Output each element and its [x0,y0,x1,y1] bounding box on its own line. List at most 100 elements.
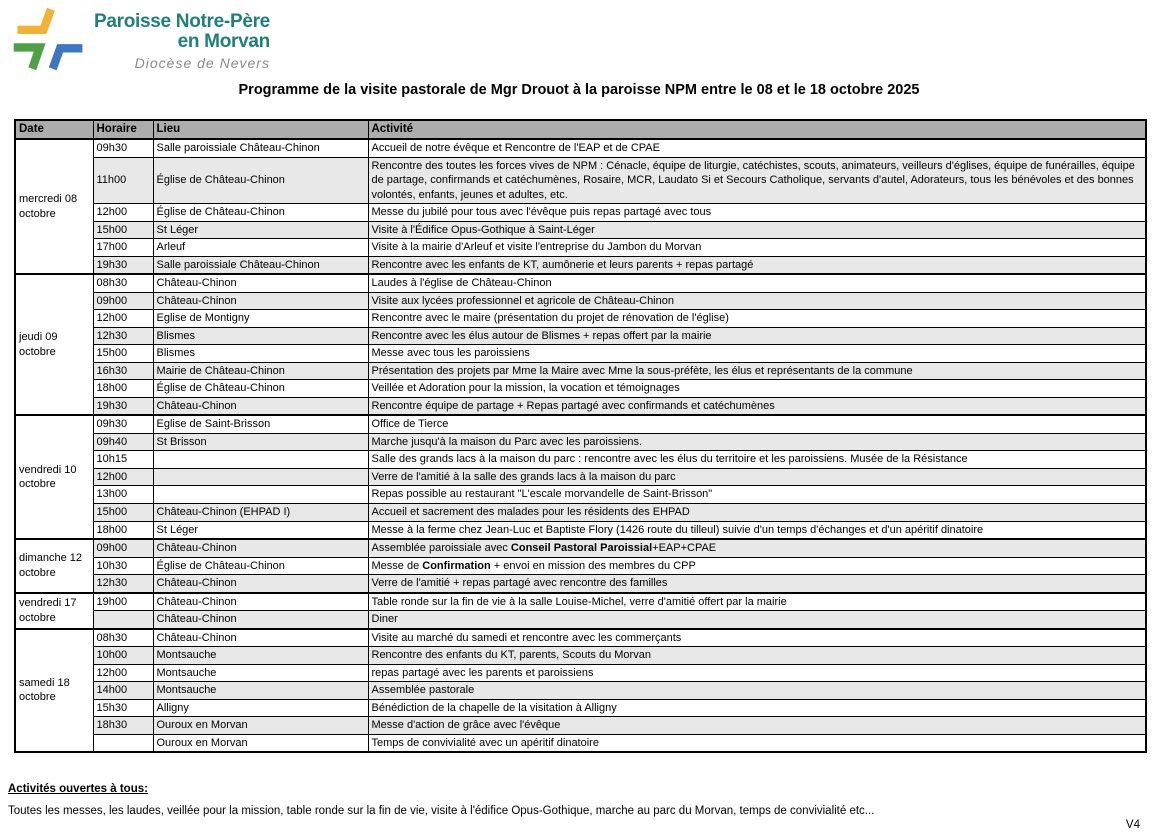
schedule-row: mercredi 08 octobre 09h30 Salle paroissial… [14,138,1147,275]
activity-cell: Rencontre équipe de partage + Repas part… [367,396,1147,416]
date-cell: jeudi 09 octobre [14,273,94,416]
schedule-row: 18h00 Église de Château-Chinon Veillée et … [15,379,1147,398]
page-title: Programme de la visite pastorale de Mgr … [238,82,920,98]
schedule-row: 18h30 Ouroux en Morvan Messe d'action de g… [15,716,1147,735]
schedule-row: 19h30 Château-Chinon Rencontre équipe de p… [15,396,1147,416]
footer-notes: Activités ouvertes à tous: Toutes les me… [8,783,874,817]
schedule-row: vendredi 10 octobre 09h30 Eglise de Saint-… [14,414,1147,540]
column-header-lieu: Lieu [152,119,369,141]
activity-cell: Temps de convivialité avec un apéritif d… [367,733,1147,753]
place-cell: Château-Chinon [152,574,369,594]
time-cell: 12h00 [92,203,154,222]
activity-cell: Accueil et sacrement des malades pour le… [367,503,1147,522]
time-cell: 19h30 [92,255,154,275]
place-cell: Montsauche [152,646,369,665]
activity-cell: Messe de Confirmation + envoi en mission… [367,556,1147,576]
place-cell: Ouroux en Morvan [152,716,369,735]
column-header-date: Date [14,119,94,141]
activity-cell: Messe à la ferme chez Jean-Luc et Baptis… [367,520,1147,540]
schedule-row: 12h00 Montsauche repas partagé avec les pa… [15,663,1147,683]
place-cell: Montsauche [152,681,369,700]
time-cell: 15h30 [92,698,154,718]
schedule-row: 17h00 Arleuf Visite à la mairie d'Arleuf e… [15,238,1147,257]
schedule-row: 10h15 Salle des grands lacs à la maison … [15,450,1147,469]
schedule-row: 15h00 St Léger Visite à l'Édifice Opus-Got… [15,220,1147,240]
schedule-table: Date Horaire Lieu Activité mercredi 08 o… [14,119,1147,754]
place-cell: Château-Chinon [152,273,369,293]
activity-cell: Assemblée pastorale [367,681,1147,700]
time-cell: 18h00 [92,520,154,540]
activity-cell: Verre de l'amitié à la salle des grands … [367,467,1147,487]
time-cell: 18h30 [92,716,154,735]
place-cell: Église de Château-Chinon [152,556,369,576]
place-cell: Mairie de Château-Chinon [152,361,369,381]
activity-cell: Bénédiction de la chapelle de la visitat… [367,698,1147,718]
schedule-row: 12h00 Eglise de Montigny Rencontre avec le… [15,309,1147,328]
schedule-row: 11h00 Église de Château-Chinon Rencontre d… [15,156,1147,205]
place-cell [152,467,369,487]
time-cell: 15h00 [92,344,154,363]
activity-cell: Rencontre des enfants du KT, parents, Sc… [367,646,1147,665]
date-cell: samedi 18 octobre [14,627,94,753]
date-cell: vendredi 10 octobre [14,414,94,540]
activity-cell: Visite à l'Édifice Opus-Gothique à Saint… [367,220,1147,240]
schedule-row: 16h30 Mairie de Château-Chinon Présentatio… [15,361,1147,381]
time-cell [92,733,154,753]
activity-cell: Laudes à l'église de Château-Chinon [367,273,1147,293]
schedule-row: 19h30 Salle paroissiale Château-Chinon Ren… [15,255,1147,275]
activity-cell: Rencontre avec les élus autour de Blisme… [367,326,1147,346]
place-cell: Arleuf [152,238,369,257]
date-cell: vendredi 17 octobre [14,591,94,630]
place-cell: Église de Château-Chinon [152,379,369,398]
time-cell: 12h00 [92,663,154,683]
activity-cell: Messe d'action de grâce avec l'évêque [367,716,1147,735]
column-header-activite: Activité [367,119,1147,141]
time-cell: 13h00 [92,485,154,504]
activity-cell: Verre de l'amitié + repas partagé avec r… [367,574,1147,594]
place-cell [152,450,369,469]
place-cell: Château-Chinon [152,396,369,416]
schedule-row: 09h00 Château-Chinon Visite aux lycées pro… [15,291,1147,311]
time-cell: 16h30 [92,361,154,381]
schedule-row: jeudi 09 octobre 08h30 Château-Chinon Laude… [14,273,1147,416]
activity-cell: Repas possible au restaurant "L'escale m… [367,485,1147,504]
activity-cell: Rencontre avec les enfants de KT, aumône… [367,255,1147,275]
activity-cell: Veillée et Adoration pour la mission, la… [367,379,1147,398]
schedule-row: 10h00 Montsauche Rencontre des enfants du … [15,646,1147,665]
place-cell: Eglise de Saint-Brisson [152,414,369,434]
time-cell: 14h00 [92,681,154,700]
time-cell: 15h00 [92,220,154,240]
time-cell: 10h15 [92,450,154,469]
time-cell: 09h00 [92,291,154,311]
date-cell: dimanche 12 octobre [14,538,94,594]
time-cell: 11h00 [92,156,154,205]
time-cell: 19h00 [92,591,154,612]
activity-cell: Visite à la mairie d'Arleuf et visite l'… [367,238,1147,257]
place-cell: Blismes [152,326,369,346]
activity-cell: Visite au marché du samedi et rencontre … [367,627,1147,648]
time-cell: 12h30 [92,326,154,346]
place-cell: Salle paroissiale Château-Chinon [152,138,369,158]
activity-cell: Salle des grands lacs à la maison du par… [367,450,1147,469]
time-cell: 09h00 [92,538,154,558]
time-cell: 09h30 [92,414,154,434]
schedule-row: 12h00 Église de Château-Chinon Messe du ju… [15,203,1147,222]
activity-cell: Marche jusqu'à la maison du Parc avec le… [367,432,1147,452]
schedule-row: 14h00 Montsauche Assemblée pastorale [15,681,1147,700]
activity-cell: Accueil de notre évêque et Rencontre de … [367,138,1147,158]
place-cell: Blismes [152,344,369,363]
place-cell: Eglise de Montigny [152,309,369,328]
place-cell: Château-Chinon [152,610,369,630]
schedule-row: dimanche 12 octobre 09h00 Château-Chinon As… [14,538,1147,594]
place-cell: Château-Chinon [152,291,369,311]
place-cell: Église de Château-Chinon [152,156,369,205]
diocese-subtitle: Diocèse de Nevers [134,54,270,71]
parish-logo-text: Paroisse Notre-Père en Morvan Diocèse de… [94,6,270,71]
place-cell [152,485,369,504]
place-cell: Château-Chinon [152,627,369,648]
version-label: V4 [1125,819,1140,831]
time-cell: 10h30 [92,556,154,576]
time-cell: 08h30 [92,273,154,293]
schedule-row: Ouroux en Morvan Temps de convivialité av… [15,733,1147,753]
time-cell: 09h30 [92,138,154,158]
